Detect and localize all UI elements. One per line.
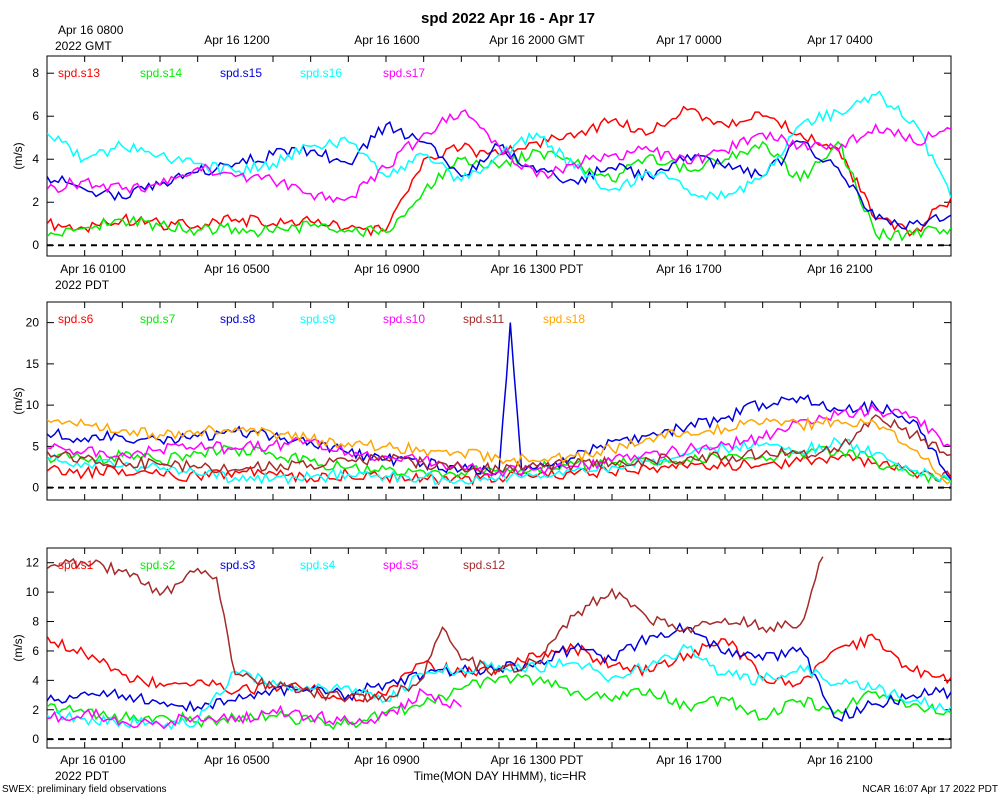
legend-spd-s8: spd.s8	[220, 312, 256, 326]
p1-bottom-tick-1: Apr 16 0500	[204, 262, 270, 276]
panel-3-series	[47, 556, 951, 741]
legend-spd-s7: spd.s7	[140, 312, 176, 326]
legend-spd-s4: spd.s4	[300, 558, 336, 572]
panel1-bottom-axis: Apr 16 0100 2022 PDT Apr 16 0500 Apr 16 …	[55, 262, 873, 292]
y-tick-label: 0	[32, 481, 39, 495]
panel-2: 0 5 10 15 20 (m/s) spd.s6 spd.s7 spd.s8 spd.s9 spd…	[11, 301, 952, 501]
top-tick-label-3: Apr 16 2000 GMT	[489, 33, 585, 47]
legend-spd-s12: spd.s12	[463, 558, 505, 572]
legend-spd-s11: spd.s11	[463, 312, 504, 326]
y-tick-label: 10	[26, 398, 40, 412]
top-tick-label-2: Apr 16 1600	[354, 33, 420, 47]
series-spd-s14	[47, 140, 951, 242]
footer-right: NCAR 16:07 Apr 17 2022 PDT	[862, 784, 998, 795]
y-axis-label: (m/s)	[11, 142, 25, 169]
chart-title: spd 2022 Apr 16 - Apr 17	[421, 10, 595, 27]
series-spd-s2	[47, 673, 951, 731]
series-spd-s16	[47, 90, 951, 201]
y-axis-label: (m/s)	[11, 634, 25, 661]
series-spd-s12	[47, 556, 824, 703]
series-spd-s5	[47, 687, 462, 730]
p3-bottom-tick-0: Apr 16 0100	[60, 753, 126, 767]
p3-bottom-tick-2: Apr 16 0900	[354, 753, 420, 767]
panel-1-frame	[46, 55, 952, 257]
legend-spd-s14: spd.s14	[140, 66, 182, 80]
p3-bottom-tick-1: Apr 16 0500	[204, 753, 270, 767]
p1-bottom-tick-3: Apr 16 1300 PDT	[491, 262, 584, 276]
p3-bottom-tick-5: Apr 16 2100	[807, 753, 873, 767]
p1-bottom-tick-2: Apr 16 0900	[354, 262, 420, 276]
top-tick-label-5: Apr 17 0400	[807, 33, 873, 47]
legend-spd-s5: spd.s5	[383, 558, 419, 572]
p3-bottom-sub-label: 2022 PDT	[55, 769, 110, 783]
p1-bottom-tick-0: Apr 16 0100	[60, 262, 126, 276]
y-tick-label: 8	[32, 615, 39, 629]
p1-bottom-tick-5: Apr 16 2100	[807, 262, 873, 276]
y-tick-label: 2	[32, 195, 39, 209]
series-spd-s13	[47, 105, 951, 237]
legend-spd-s10: spd.s10	[383, 312, 425, 326]
legend-spd-s6: spd.s6	[58, 312, 94, 326]
p1-bottom-tick-4: Apr 16 1700	[656, 262, 722, 276]
p3-bottom-tick-4: Apr 16 1700	[656, 753, 722, 767]
legend-spd-s15: spd.s15	[220, 66, 262, 80]
panel-1-series	[47, 90, 951, 247]
series-spd-s11	[47, 414, 951, 477]
y-tick-label: 2	[32, 703, 39, 717]
series-spd-s17	[47, 109, 951, 204]
top-tick-sub-label: 2022 GMT	[55, 39, 112, 53]
series-spd-s4	[47, 643, 951, 731]
y-tick-label: 0	[32, 238, 39, 252]
top-tick-label-1: Apr 16 1200	[204, 33, 270, 47]
panel-1: 0 2 4 6 8 (m/s) spd.s13 spd.s14 spd.s15 spd.s16 sp…	[11, 55, 952, 257]
panel-3: 0 2 4 6 8 10 12 (m/s) spd.s1 spd.s2 spd.s3 spd.s4 sp…	[11, 547, 952, 749]
panel3-bottom-axis: Apr 16 0100 2022 PDT Apr 16 0500 Apr 16 …	[55, 753, 873, 783]
y-tick-label: 0	[32, 732, 39, 746]
y-tick-label: 10	[26, 585, 40, 599]
y-tick-label: 5	[32, 439, 39, 453]
legend-spd-s18: spd.s18	[543, 312, 585, 326]
y-tick-label: 8	[32, 66, 39, 80]
legend-spd-s2: spd.s2	[140, 558, 176, 572]
series-spd-s9	[47, 436, 951, 486]
y-tick-label: 6	[32, 109, 39, 123]
top-tick-label-0: Apr 16 0800	[58, 23, 124, 37]
y-tick-label: 20	[26, 316, 40, 330]
series-spd-s10	[47, 403, 951, 478]
legend-spd-s16: spd.s16	[300, 66, 342, 80]
y-tick-label: 6	[32, 644, 39, 658]
y-tick-label: 12	[26, 556, 40, 570]
y-tick-label: 4	[32, 152, 39, 166]
footer-left: SWEX: preliminary field observations	[2, 784, 167, 795]
series-spd-s18	[47, 415, 951, 485]
y-tick-label: 4	[32, 673, 39, 687]
panel-2-series	[47, 322, 951, 489]
y-axis-label: (m/s)	[11, 387, 25, 414]
p3-bottom-tick-3: Apr 16 1300 PDT	[491, 753, 584, 767]
legend-spd-s3: spd.s3	[220, 558, 256, 572]
legend-spd-s13: spd.s13	[58, 66, 100, 80]
series-spd-s3	[47, 622, 951, 723]
y-tick-label: 15	[26, 357, 40, 371]
top-gmt-axis: Apr 16 0800 2022 GMT Apr 16 1200 Apr 16 …	[55, 23, 873, 53]
legend-spd-s1: spd.s1	[58, 558, 94, 572]
legend-spd-s17: spd.s17	[383, 66, 425, 80]
top-tick-label-4: Apr 17 0000	[656, 33, 722, 47]
p1-bottom-sub-label: 2022 PDT	[55, 278, 110, 292]
x-axis-label: Time(MON DAY HHMM), tic=HR	[414, 769, 587, 783]
legend-spd-s9: spd.s9	[300, 312, 336, 326]
